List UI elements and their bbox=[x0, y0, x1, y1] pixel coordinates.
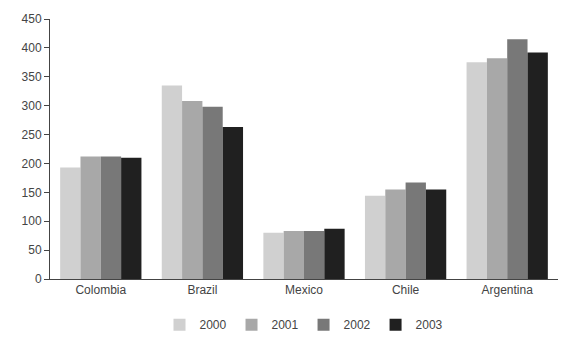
svg-text:Colombia: Colombia bbox=[75, 283, 126, 297]
svg-text:Chile: Chile bbox=[392, 283, 420, 297]
svg-text:50: 50 bbox=[28, 243, 42, 257]
svg-text:2003: 2003 bbox=[416, 318, 443, 332]
svg-text:2000: 2000 bbox=[200, 318, 227, 332]
svg-text:2001: 2001 bbox=[272, 318, 299, 332]
svg-text:Mexico: Mexico bbox=[285, 283, 323, 297]
svg-text:400: 400 bbox=[22, 41, 42, 55]
svg-text:300: 300 bbox=[22, 99, 42, 113]
svg-text:150: 150 bbox=[22, 186, 42, 200]
svg-text:250: 250 bbox=[22, 128, 42, 142]
svg-text:100: 100 bbox=[22, 214, 42, 228]
svg-text:350: 350 bbox=[22, 70, 42, 84]
svg-text:450: 450 bbox=[22, 12, 42, 26]
svg-text:Brazil: Brazil bbox=[187, 283, 217, 297]
svg-text:200: 200 bbox=[22, 157, 42, 171]
svg-text:2002: 2002 bbox=[344, 318, 371, 332]
svg-text:Argentina: Argentina bbox=[482, 283, 534, 297]
svg-text:0: 0 bbox=[35, 272, 42, 286]
